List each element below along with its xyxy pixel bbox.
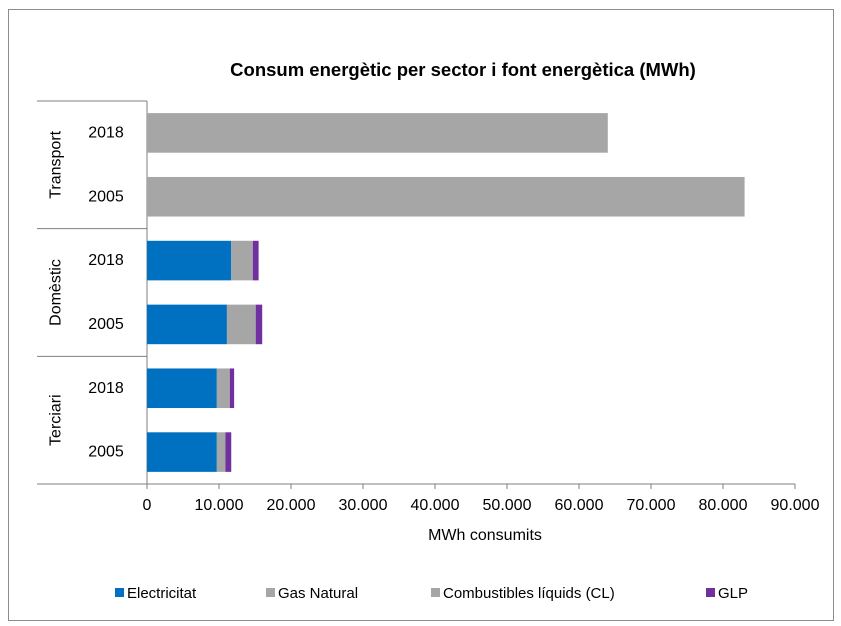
- legend-swatch: [266, 588, 275, 597]
- x-tick-label: 40.000: [411, 497, 460, 514]
- legend: Electricitat Gas Natural Combustibles líqu…: [115, 585, 748, 602]
- x-tick-label: 60.000: [555, 497, 604, 514]
- bar-glp: [255, 304, 263, 345]
- x-tick-label: 30.000: [339, 497, 388, 514]
- legend-label: Combustibles líquids (CL): [443, 585, 615, 602]
- y-tick-label: 2018: [88, 252, 124, 269]
- bar-combustibles-l-quids-cl: [216, 432, 226, 472]
- y-tick-label: 2018: [88, 124, 124, 141]
- y-tick-label: 2018: [88, 380, 124, 397]
- chart-title: Consum energètic per sector i font energ…: [230, 59, 696, 80]
- x-tick-label: 90.000: [771, 497, 820, 514]
- legend-label: GLP: [718, 585, 748, 602]
- x-tick-label: 0: [143, 497, 152, 514]
- group-label: Domèstic: [48, 259, 65, 326]
- x-tick-label: 20.000: [267, 497, 316, 514]
- bar-electricitat: [147, 240, 232, 281]
- legend-swatch: [706, 588, 715, 597]
- x-tick-label: 50.000: [483, 497, 532, 514]
- group-label: Terciari: [48, 394, 65, 446]
- bar-electricitat: [147, 304, 227, 345]
- bar-combustibles-l-quids-cl: [231, 240, 253, 281]
- bar-glp: [229, 368, 235, 409]
- y-tick-label: 2005: [88, 188, 124, 205]
- x-tick-label: 10.000: [195, 497, 244, 514]
- bar-electricitat: [147, 368, 217, 409]
- plot-area: Transport 2018 2005 Domèstic 2018 2005 Terciar…: [37, 100, 820, 514]
- bar-electricitat: [147, 432, 217, 472]
- legend-label: Electricitat: [127, 585, 197, 602]
- x-axis-label: MWh consumits: [428, 527, 542, 544]
- bar-combustibles-l-quids-cl: [216, 368, 230, 409]
- x-tick-label: 80.000: [699, 497, 748, 514]
- y-tick-label: 2005: [88, 316, 124, 333]
- bar-combustibles-l-quids-cl: [147, 176, 745, 217]
- chart-frame: [8, 9, 834, 621]
- x-tick-label: 70.000: [627, 497, 676, 514]
- bar-combustibles-l-quids-cl: [147, 113, 608, 153]
- legend-swatch: [431, 588, 440, 597]
- y-tick-label: 2005: [88, 444, 124, 461]
- legend-label: Gas Natural: [278, 585, 358, 602]
- bar-glp: [225, 432, 232, 472]
- bar-combustibles-l-quids-cl: [226, 304, 256, 345]
- group-label: Transport: [48, 130, 65, 198]
- bar-glp: [252, 240, 259, 281]
- legend-swatch: [115, 588, 124, 597]
